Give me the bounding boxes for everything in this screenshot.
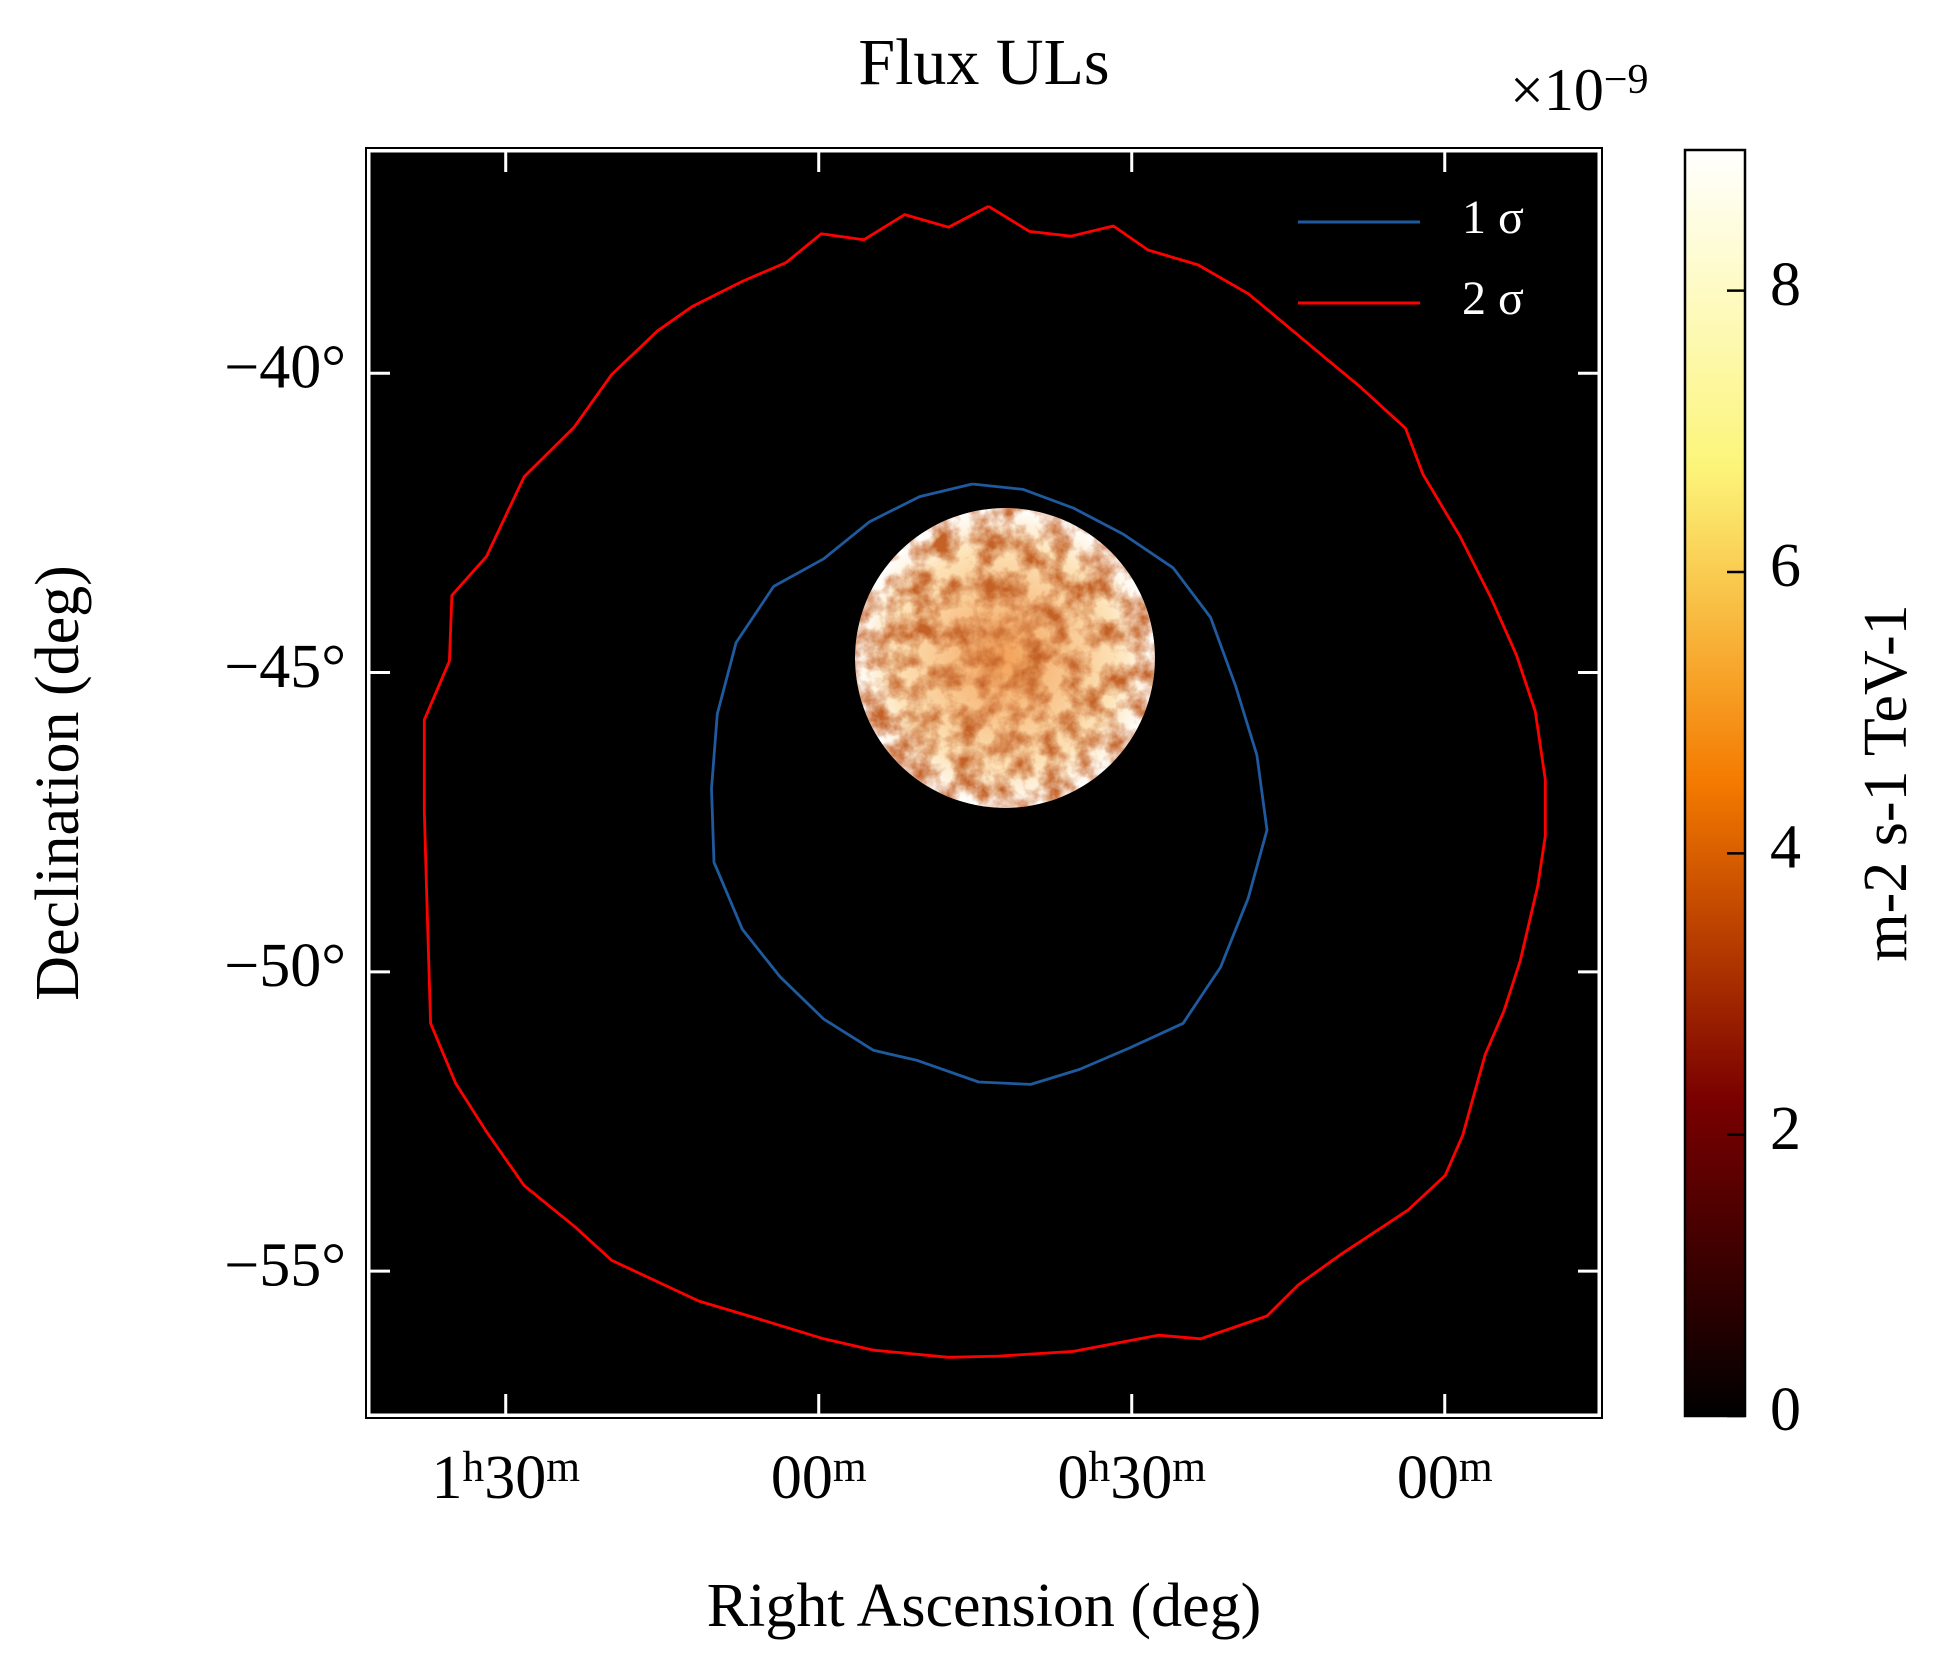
y-tick-label: −50° xyxy=(224,932,346,1000)
contour-line xyxy=(710,482,1269,1086)
contours xyxy=(422,205,1547,1359)
colorbar-offset: ×10−9 xyxy=(1510,57,1649,123)
y-tick-label: −45° xyxy=(224,633,346,701)
colorbar-label: m-2 s-1 TeV-1 xyxy=(1852,604,1920,961)
colorbar xyxy=(1683,148,1747,1418)
colorbar-tick-label: 8 xyxy=(1770,251,1801,319)
colorbar-tick-label: 4 xyxy=(1770,814,1801,882)
y-tick-label: −40° xyxy=(224,334,346,402)
colorbar-tick-label: 6 xyxy=(1770,532,1801,600)
colorbar-tick-label: 0 xyxy=(1770,1376,1801,1444)
axes-frame xyxy=(365,147,1603,1419)
axes-frame-inner xyxy=(365,147,1603,1419)
colorbar-tick-label: 2 xyxy=(1770,1095,1801,1163)
x-tick-label: 00m xyxy=(771,1443,867,1512)
contour-line xyxy=(422,205,1547,1359)
x-axis-label: Right Ascension (deg) xyxy=(707,1572,1262,1640)
legend-label: 1 σ xyxy=(1462,191,1524,244)
y-tick-label: −55° xyxy=(224,1231,346,1299)
legend-label: 2 σ xyxy=(1462,272,1524,325)
x-tick-label: 0h30m xyxy=(1058,1443,1207,1512)
chart-title: Flux ULs xyxy=(858,26,1109,99)
y-axis-label: Declination (deg) xyxy=(24,565,92,1001)
x-tick-label: 1h30m xyxy=(431,1443,580,1512)
flux-texture xyxy=(855,508,1155,808)
x-tick-label: 00m xyxy=(1397,1443,1493,1512)
flux-map xyxy=(855,508,1155,808)
